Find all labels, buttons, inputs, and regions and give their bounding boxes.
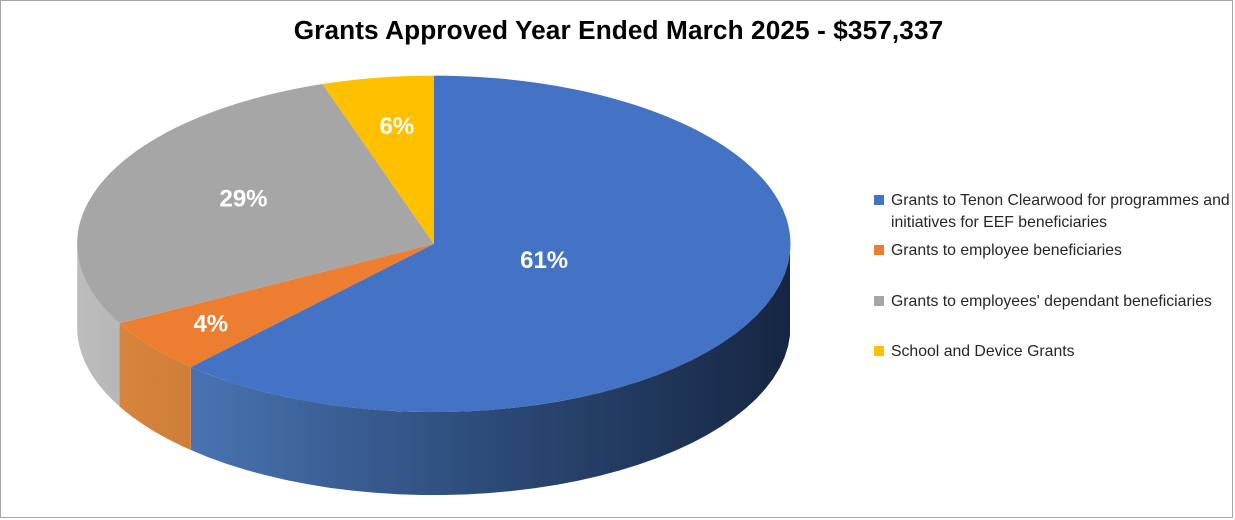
svg-text:29%: 29% <box>219 186 267 213</box>
svg-text:6%: 6% <box>380 113 415 140</box>
svg-text:61%: 61% <box>520 247 568 274</box>
svg-text:4%: 4% <box>193 310 228 337</box>
